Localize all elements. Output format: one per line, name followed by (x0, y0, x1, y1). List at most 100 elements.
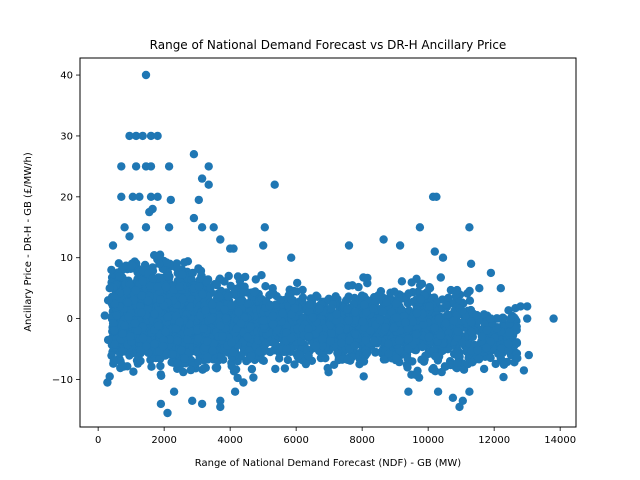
data-point (298, 293, 308, 302)
x-tick-label: 4000 (217, 435, 242, 446)
plot-frame (79, 57, 577, 428)
data-point (226, 301, 236, 310)
data-point (333, 348, 342, 358)
data-point (549, 314, 558, 323)
data-point (196, 311, 205, 320)
data-point (153, 192, 162, 201)
data-point (486, 353, 495, 363)
data-point (323, 363, 332, 373)
data-point (416, 295, 425, 304)
data-point (465, 387, 474, 396)
x-tick-label: 0 (95, 435, 101, 446)
data-point (268, 319, 278, 329)
data-point (118, 347, 128, 356)
data-point (138, 276, 148, 286)
data-point (150, 309, 159, 319)
data-point (233, 373, 242, 383)
data-point (110, 340, 119, 349)
data-point (175, 282, 185, 291)
data-point (415, 281, 425, 290)
data-point (415, 223, 425, 232)
data-point (304, 351, 313, 361)
data-point (397, 277, 407, 286)
data-point (197, 223, 207, 232)
data-point (292, 287, 301, 296)
data-point (243, 332, 252, 342)
data-point (523, 302, 532, 311)
data-point (271, 364, 280, 374)
data-point (358, 317, 367, 326)
data-point (360, 300, 369, 310)
data-point (103, 296, 113, 305)
data-point (261, 282, 270, 291)
data-point (229, 244, 238, 253)
data-point (395, 241, 405, 250)
plot-area (100, 70, 558, 418)
data-point (186, 365, 195, 375)
data-point (118, 361, 127, 370)
data-point (155, 259, 164, 269)
data-point (282, 344, 291, 353)
data-point (146, 192, 156, 201)
data-point (359, 357, 369, 366)
data-point (243, 299, 252, 308)
data-point (335, 326, 344, 335)
x-tick-label: 2000 (151, 435, 176, 446)
data-point (342, 295, 352, 304)
data-point (194, 264, 203, 273)
data-point (301, 359, 311, 369)
data-point (197, 399, 207, 409)
data-point (229, 367, 239, 376)
data-point (247, 364, 257, 374)
data-point (475, 284, 484, 293)
data-point (505, 328, 514, 337)
data-point (164, 162, 174, 171)
data-point (153, 131, 162, 141)
data-point (378, 307, 387, 316)
y-tick-label: −10 (52, 375, 73, 386)
data-point (193, 326, 202, 335)
data-point (390, 287, 399, 296)
data-point (449, 316, 458, 325)
data-point (315, 304, 324, 314)
data-point (468, 358, 477, 367)
data-point (131, 131, 141, 141)
data-point (434, 314, 444, 324)
data-point (493, 314, 502, 323)
y-tick-label: 0 (67, 314, 73, 325)
data-point (204, 162, 213, 171)
data-point (206, 283, 215, 293)
data-point (408, 317, 418, 326)
data-point (226, 281, 235, 291)
data-point (304, 332, 313, 341)
data-point (163, 408, 172, 418)
data-point (293, 278, 302, 288)
data-point (394, 336, 404, 345)
data-point (125, 131, 134, 141)
data-point (145, 207, 154, 217)
data-point (270, 180, 279, 189)
data-point (122, 286, 131, 296)
data-point (290, 360, 299, 369)
data-point (173, 359, 182, 368)
data-point (403, 363, 412, 372)
data-point (127, 261, 137, 270)
data-point (295, 350, 304, 360)
data-point (125, 351, 134, 360)
data-point (446, 285, 456, 295)
data-point (442, 300, 451, 309)
data-point (129, 367, 138, 376)
data-point (159, 336, 168, 345)
data-point (411, 330, 421, 339)
data-point (308, 313, 317, 322)
data-point (163, 272, 173, 281)
data-point (448, 393, 458, 402)
data-point (188, 268, 197, 278)
data-point (359, 372, 368, 381)
data-point (118, 329, 127, 338)
data-point (479, 364, 489, 374)
data-point (175, 317, 184, 327)
data-point (217, 352, 226, 362)
data-point (337, 338, 346, 348)
